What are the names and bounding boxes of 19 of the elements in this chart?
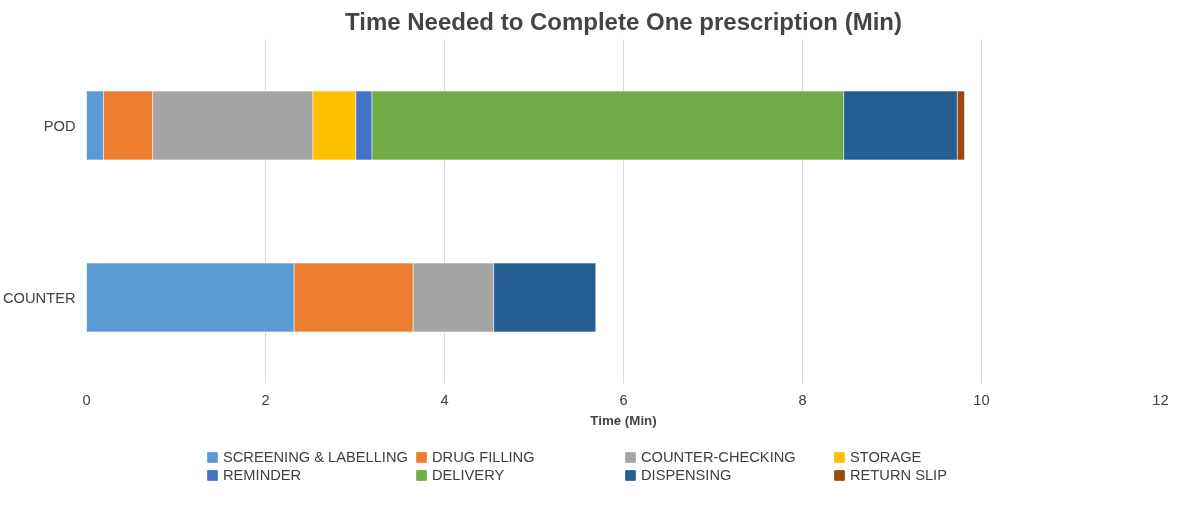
x-tick-label: 8 bbox=[798, 391, 807, 408]
legend-label: DELIVERY bbox=[432, 467, 506, 483]
chart-title: Time Needed to Complete One prescription (Min) bbox=[345, 7, 902, 35]
x-tick-label: 6 bbox=[619, 391, 628, 408]
legend-label: DRUG FILLING bbox=[432, 449, 536, 465]
legend-label: STORAGE bbox=[850, 449, 923, 465]
legend-label: REMINDER bbox=[223, 467, 303, 483]
x-tick-label: 2 bbox=[261, 391, 270, 408]
x-axis-title: Time (Min) bbox=[590, 412, 657, 428]
legend-label: DISPENSING bbox=[641, 467, 733, 483]
legend-label: RETURN SLIP bbox=[850, 467, 948, 483]
legend-label: SCREENING & LABELLING bbox=[223, 449, 409, 465]
x-tick-label: 0 bbox=[82, 391, 91, 408]
x-tick-label: 4 bbox=[440, 391, 449, 408]
x-tick-label: 10 bbox=[973, 391, 990, 408]
legend-label: COUNTER-CHECKING bbox=[641, 449, 797, 465]
y-tick-label: COUNTER bbox=[3, 289, 76, 306]
y-tick-label: POD bbox=[43, 117, 76, 134]
x-tick-label: 12 bbox=[1152, 391, 1169, 408]
